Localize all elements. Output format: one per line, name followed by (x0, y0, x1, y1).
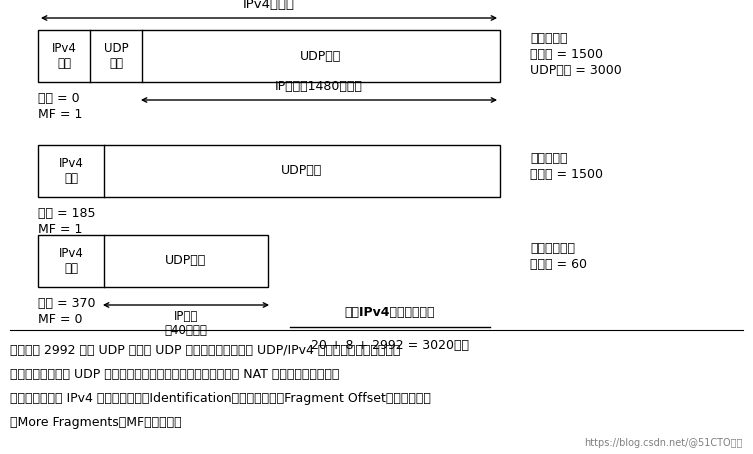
Text: 原始IPv4数据报总长度: 原始IPv4数据报总长度 (345, 306, 435, 320)
Text: UDP数据: UDP数据 (300, 49, 342, 63)
Text: 偏移 = 370: 偏移 = 370 (38, 297, 96, 310)
Text: IP负载: IP负载 (174, 310, 198, 323)
Text: IPv4数据报: IPv4数据报 (243, 0, 295, 11)
Text: https://blog.csdn.net/@51CTO博客: https://blog.csdn.net/@51CTO博客 (584, 438, 743, 448)
Text: 总长度 = 1500: 总长度 = 1500 (530, 168, 603, 182)
Text: 最后一个分片: 最后一个分片 (530, 242, 575, 256)
Bar (38, 145, 500, 197)
Text: 一个带有 2992 字节 UDP 负载的 UDP 数据报被分片成三个 UDP/IPv4 分组（没有选项）。包含: 一个带有 2992 字节 UDP 负载的 UDP 数据报被分片成三个 UDP/I… (10, 344, 401, 357)
Text: 20 + 8 + 2992 = 3020字节: 20 + 8 + 2992 = 3020字节 (311, 339, 469, 352)
Bar (38, 235, 268, 287)
Text: UDP
头部: UDP 头部 (104, 42, 128, 70)
Text: UDP数据: UDP数据 (166, 255, 206, 267)
Text: 偏移 = 185: 偏移 = 185 (38, 207, 96, 220)
Text: 源和目的端口号的 UDP 头部只出现在第一个分片里（对防火墙和 NAT 来说，这是一个复杂: 源和目的端口号的 UDP 头部只出现在第一个分片里（对防火墙和 NAT 来说，这… (10, 368, 340, 381)
Text: （More Fragments，MF）字段控制: （More Fragments，MF）字段控制 (10, 416, 181, 429)
Text: MF = 1: MF = 1 (38, 223, 82, 236)
Text: IP负载（1480字节）: IP负载（1480字节） (275, 80, 363, 93)
Text: MF = 0: MF = 0 (38, 313, 83, 326)
Text: IPv4
头部: IPv4 头部 (51, 42, 77, 70)
Text: MF = 1: MF = 1 (38, 108, 82, 121)
Text: 偏移 = 0: 偏移 = 0 (38, 92, 80, 105)
Text: 第一个分片: 第一个分片 (530, 31, 568, 44)
Bar (38, 30, 500, 82)
Text: IPv4
头部: IPv4 头部 (59, 157, 84, 185)
Text: UDP数据: UDP数据 (282, 164, 322, 178)
Text: 总长度 = 1500: 总长度 = 1500 (530, 48, 603, 60)
Text: 总长度 = 60: 总长度 = 60 (530, 258, 587, 271)
Text: （40字节）: （40字节） (165, 324, 207, 337)
Text: IPv4
头部: IPv4 头部 (59, 247, 84, 275)
Text: 因素）。分片由 IPv4 头部中的标识（Identification）、分片偏移（Fragment Offset）和更多分片: 因素）。分片由 IPv4 头部中的标识（Identification）、分片偏移… (10, 392, 431, 405)
Text: UDP长度 = 3000: UDP长度 = 3000 (530, 64, 622, 77)
Text: 第二个分片: 第二个分片 (530, 153, 568, 166)
